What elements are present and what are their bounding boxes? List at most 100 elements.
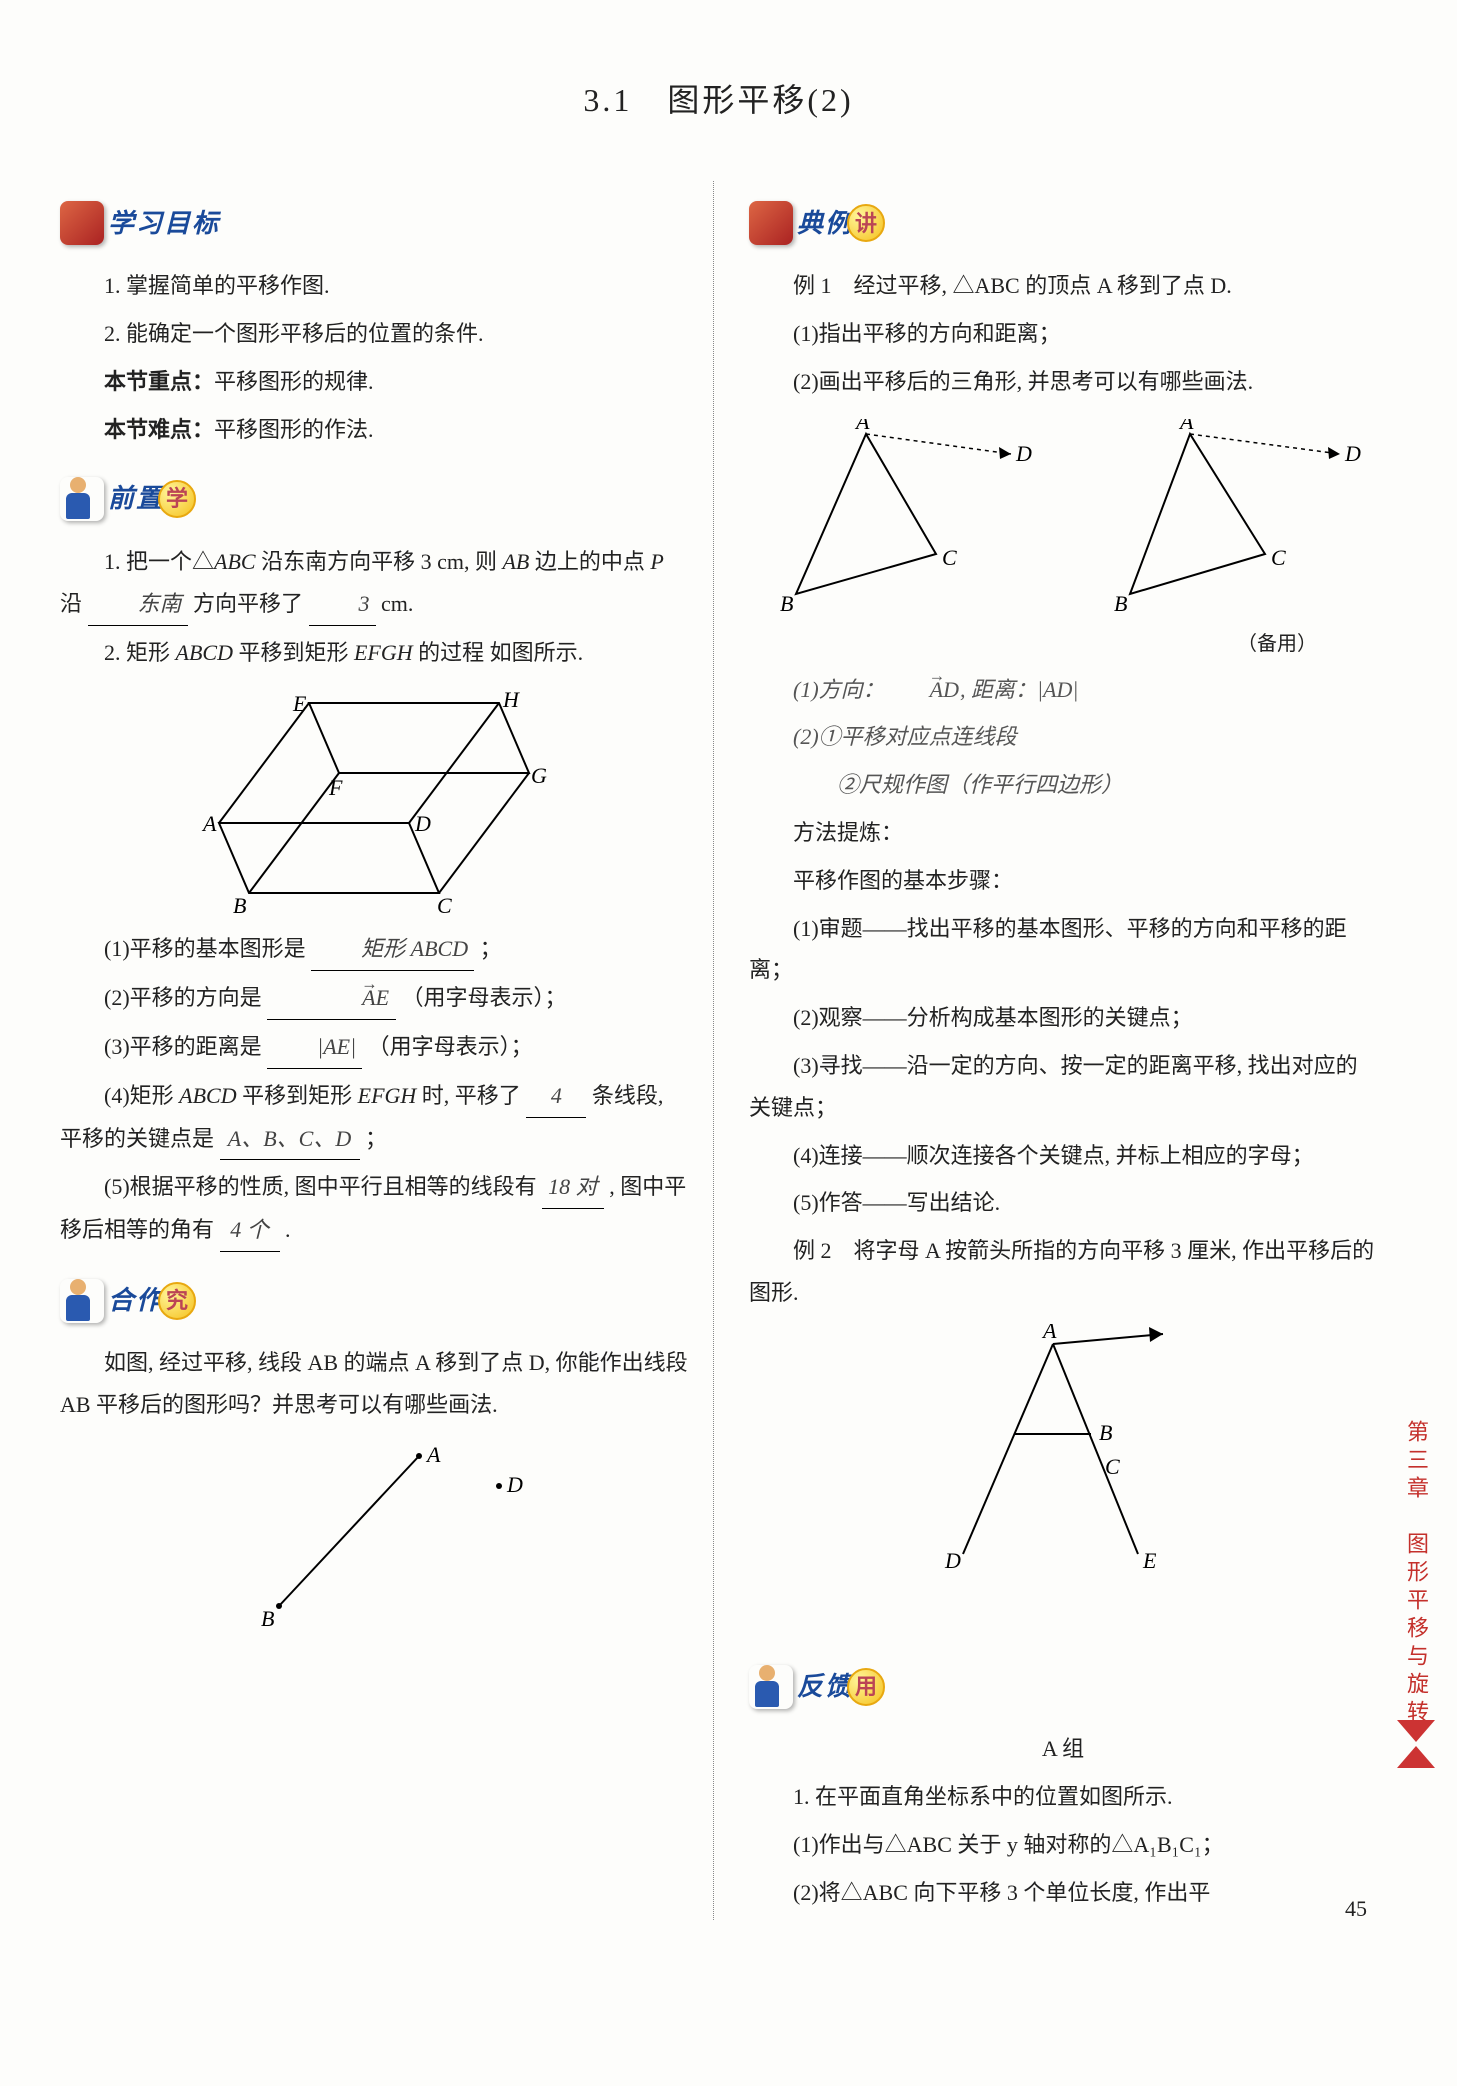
badge-feedback-bubble: 用 xyxy=(847,1668,885,1706)
m4: (4)连接——顺次连接各个关键点, 并标上相应的字母； xyxy=(749,1135,1377,1177)
blank-q4a: 4 xyxy=(526,1075,586,1118)
coop-p1: 如图, 经过平移, 线段 AB 的端点 A 移到了点 D, 你能作出线段 AB … xyxy=(60,1342,688,1426)
blank-q1: 矩形 ABCD xyxy=(311,928,474,971)
t: 2. 矩形 xyxy=(104,640,176,665)
m3: (3)寻找——沿一定的方向、按一定的距离平移, 找出对应的关键点； xyxy=(749,1045,1377,1129)
svg-text:E: E xyxy=(292,691,307,716)
ex1-1: (1)指出平移的方向和距离； xyxy=(749,313,1377,355)
fb1-1: (1)作出与△ABC 关于 y 轴对称的△A₁B₁C₁； xyxy=(749,1824,1377,1866)
ex1-ans2-1: (2)①平移对应点连线段 xyxy=(749,716,1377,758)
page-title: 3.1 图形平移(2) xyxy=(60,70,1377,131)
badge-coop: 合作 究 xyxy=(60,1276,196,1325)
blank-q2: AE xyxy=(267,977,396,1020)
preset-2: 2. 矩形 ABCD 平移到矩形 EFGH 的过程 如图所示. xyxy=(60,632,688,674)
t: cm. xyxy=(381,591,413,616)
figure-rect-translation: AB CD EF GH xyxy=(179,683,569,918)
svg-text:B: B xyxy=(1099,1420,1112,1445)
fb1: 1. 在平面直角坐标系中的位置如图所示. xyxy=(749,1776,1377,1818)
badge-preset-text: 前置 xyxy=(108,474,164,523)
blank-direction: 东南 xyxy=(88,583,188,626)
page-number: 45 xyxy=(1345,1888,1367,1930)
preset-1: 1. 把一个△ABC 沿东南方向平移 3 cm, 则 AB 边上的中点 P 沿 … xyxy=(60,541,688,626)
badge-examples-text: 典例 xyxy=(797,199,853,248)
two-column-layout: 学习目标 1. 掌握简单的平移作图. 2. 能确定一个图形平移后的位置的条件. … xyxy=(60,181,1377,1920)
t: （用字母表示）； xyxy=(402,985,567,1010)
q2: (2)平移的方向是 AE （用字母表示）； xyxy=(60,977,688,1020)
t: (4)矩形 xyxy=(104,1083,179,1108)
t: 平移到矩形 xyxy=(237,1083,358,1108)
cube-icon xyxy=(749,201,793,245)
ex1-2: (2)画出平移后的三角形, 并思考可以有哪些画法. xyxy=(749,361,1377,403)
badge-coop-bubble: 究 xyxy=(158,1282,196,1320)
t: (2)平移的方向是 xyxy=(104,985,262,1010)
arrow-ae: AE xyxy=(317,977,390,1019)
t: 边上的中点 xyxy=(529,549,650,574)
badge-examples: 典例 讲 xyxy=(749,199,885,248)
hourglass-icon xyxy=(1397,1720,1435,1768)
t: (3)平移的距离是 xyxy=(104,1034,262,1059)
figure-letter-a: A B C D E xyxy=(903,1324,1223,1574)
left-column: 学习目标 1. 掌握简单的平移作图. 2. 能确定一个图形平移后的位置的条件. … xyxy=(60,181,714,1920)
t: (5)根据平移的性质, 图中平行且相等的线段有 xyxy=(104,1174,537,1199)
m2: (2)观察——分析构成基本图形的关键点； xyxy=(749,997,1377,1039)
m1: (1)审题——找出平移的基本图形、平移的方向和平移的距离； xyxy=(749,908,1377,992)
ex1-ans1: (1)方向：AD, 距离：|AD| xyxy=(749,669,1377,711)
svg-text:B: B xyxy=(780,591,793,616)
svg-text:D: D xyxy=(944,1548,961,1573)
svg-text:C: C xyxy=(1271,545,1286,570)
hardpoint-text: 平移图形的作法. xyxy=(214,417,374,442)
t: 1. 把一个△ xyxy=(104,549,214,574)
svg-text:D: D xyxy=(414,811,431,836)
t: 的过程 如图所示. xyxy=(413,640,584,665)
figure-triangle-1: AB CD xyxy=(756,419,1046,619)
objective-1: 1. 掌握简单的平移作图. xyxy=(60,265,688,307)
svg-text:D: D xyxy=(1015,441,1032,466)
t: 方向平移了 xyxy=(193,591,303,616)
ex1-lead: 例 1 经过平移, △ABC 的顶点 A 移到了点 D. xyxy=(749,265,1377,307)
t: 时, 平移了 xyxy=(416,1083,521,1108)
hardpoint-label: 本节难点： xyxy=(104,417,214,442)
svg-text:B: B xyxy=(261,1606,274,1631)
badge-preset-bubble: 学 xyxy=(158,480,196,518)
person-icon xyxy=(749,1665,793,1709)
blank-q5b: 4 个 xyxy=(220,1209,280,1252)
t: 平移到矩形 xyxy=(233,640,354,665)
svg-text:C: C xyxy=(942,545,957,570)
ex1-ans2-2: ②尺规作图（作平行四边形） xyxy=(749,764,1377,806)
fb1-2: (2)将△ABC 向下平移 3 个单位长度, 作出平 xyxy=(749,1872,1377,1914)
chapter-side-tab: 第三章 图形平移与旋转 xyxy=(1395,1420,1437,1728)
t: 沿 xyxy=(60,591,82,616)
q5: (5)根据平移的性质, 图中平行且相等的线段有 18 对 , 图中平移后相等的角… xyxy=(60,1166,688,1252)
blank-q3: |AE| xyxy=(267,1026,362,1069)
svg-text:H: H xyxy=(502,687,520,712)
blank-q5a: 18 对 xyxy=(542,1166,604,1209)
fb-group: A 组 xyxy=(749,1728,1377,1770)
method-title: 方法提炼： xyxy=(749,812,1377,854)
svg-text:F: F xyxy=(328,775,343,800)
ex1-caption: （备用） xyxy=(749,625,1377,663)
t: ； xyxy=(480,936,502,961)
ex2-lead: 例 2 将字母 A 按箭头所指的方向平移 3 厘米, 作出平移后的图形. xyxy=(749,1230,1377,1314)
badge-examples-bubble: 讲 xyxy=(847,204,885,242)
t: . xyxy=(285,1217,291,1242)
keypoint-line: 本节重点：平移图形的规律. xyxy=(60,361,688,403)
right-column: 典例 讲 例 1 经过平移, △ABC 的顶点 A 移到了点 D. (1)指出平… xyxy=(744,181,1377,1920)
q1: (1)平移的基本图形是 矩形 ABCD ； xyxy=(60,928,688,971)
badge-feedback: 反馈 用 xyxy=(749,1662,885,1711)
figure-triangle-2: AB CD xyxy=(1080,419,1370,619)
person-icon xyxy=(60,477,104,521)
hardpoint-line: 本节难点：平移图形的作法. xyxy=(60,409,688,451)
ex1-figures: AB CD AB CD xyxy=(749,409,1377,629)
svg-text:A: A xyxy=(201,811,217,836)
t: (1)平移的基本图形是 xyxy=(104,936,306,961)
svg-text:A: A xyxy=(1041,1324,1057,1343)
badge-objectives: 学习目标 xyxy=(60,199,220,248)
svg-text:G: G xyxy=(531,763,547,788)
badge-preset: 前置 学 xyxy=(60,474,196,523)
q3: (3)平移的距离是 |AE| （用字母表示）； xyxy=(60,1026,688,1069)
svg-text:D: D xyxy=(1344,441,1361,466)
svg-text:B: B xyxy=(1114,591,1127,616)
figure-segment-abd: A B D xyxy=(189,1436,559,1636)
svg-text:B: B xyxy=(233,893,246,918)
svg-text:C: C xyxy=(1105,1454,1120,1479)
